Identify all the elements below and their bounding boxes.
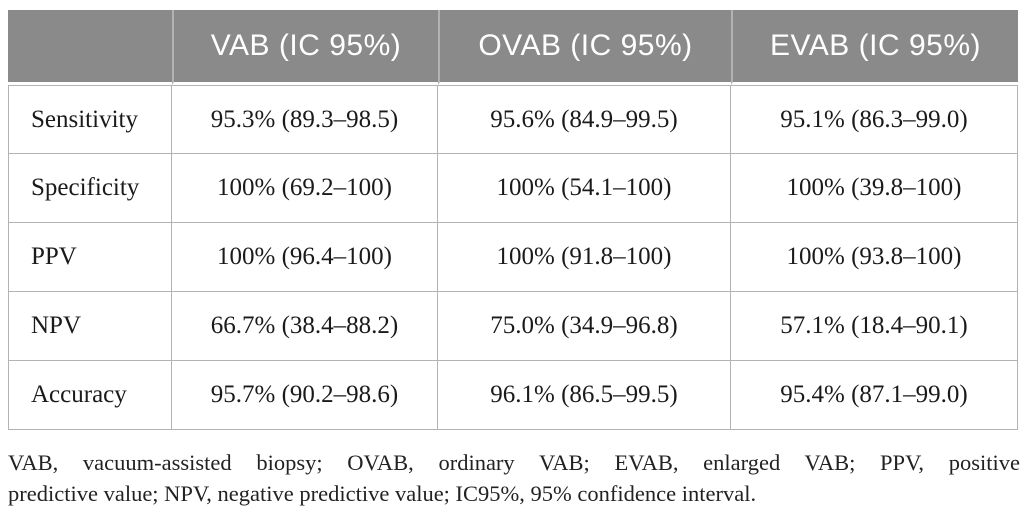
table-row-accuracy: Accuracy 95.7% (90.2–98.6) 96.1% (86.5–9… xyxy=(8,361,1018,430)
header-cell-evab: EVAB (IC 95%) xyxy=(731,10,1018,85)
row-label: Accuracy xyxy=(8,361,172,430)
table-footnote: VAB, vacuum-assisted biopsy; OVAB, ordin… xyxy=(8,447,1020,509)
value-cell: 100% (93.8–100) xyxy=(731,223,1018,292)
value-cell: 57.1% (18.4–90.1) xyxy=(731,292,1018,361)
table-row-specificity: Specificity 100% (69.2–100) 100% (54.1–1… xyxy=(8,154,1018,223)
row-label: Specificity xyxy=(8,154,172,223)
value-cell: 100% (54.1–100) xyxy=(438,154,731,223)
value-cell: 95.4% (87.1–99.0) xyxy=(731,361,1018,430)
value-cell: 96.1% (86.5–99.5) xyxy=(438,361,731,430)
row-label: PPV xyxy=(8,223,172,292)
value-cell: 100% (69.2–100) xyxy=(172,154,438,223)
value-cell: 95.3% (89.3–98.5) xyxy=(172,85,438,154)
value-cell: 100% (96.4–100) xyxy=(172,223,438,292)
value-cell: 95.6% (84.9–99.5) xyxy=(438,85,731,154)
row-label: NPV xyxy=(8,292,172,361)
header-cell-ovab: OVAB (IC 95%) xyxy=(438,10,731,85)
row-label: Sensitivity xyxy=(8,85,172,154)
table-row-npv: NPV 66.7% (38.4–88.2) 75.0% (34.9–96.8) … xyxy=(8,292,1018,361)
header-cell-blank xyxy=(8,10,172,85)
value-cell: 66.7% (38.4–88.2) xyxy=(172,292,438,361)
diagnostic-metrics-table: VAB (IC 95%) OVAB (IC 95%) EVAB (IC 95%)… xyxy=(8,10,1018,430)
table-row-sensitivity: Sensitivity 95.3% (89.3–98.5) 95.6% (84.… xyxy=(8,85,1018,154)
value-cell: 95.1% (86.3–99.0) xyxy=(731,85,1018,154)
footnote-line-2: predictive value; NPV, negative predicti… xyxy=(8,481,757,506)
value-cell: 75.0% (34.9–96.8) xyxy=(438,292,731,361)
value-cell: 100% (39.8–100) xyxy=(731,154,1018,223)
table-row-ppv: PPV 100% (96.4–100) 100% (91.8–100) 100%… xyxy=(8,223,1018,292)
value-cell: 95.7% (90.2–98.6) xyxy=(172,361,438,430)
header-cell-vab: VAB (IC 95%) xyxy=(172,10,438,85)
footnote-line-1: VAB, vacuum-assisted biopsy; OVAB, ordin… xyxy=(8,450,1020,475)
table-header-row: VAB (IC 95%) OVAB (IC 95%) EVAB (IC 95%) xyxy=(8,10,1018,85)
value-cell: 100% (91.8–100) xyxy=(438,223,731,292)
